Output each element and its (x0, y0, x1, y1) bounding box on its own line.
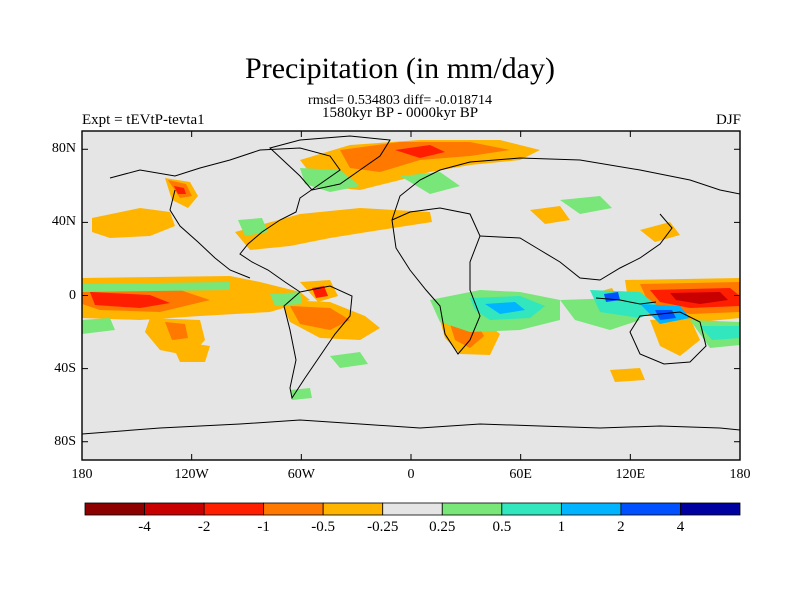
map-title: Precipitation (in mm/day) (245, 52, 555, 85)
colorbar-swatch (322, 502, 384, 516)
anomaly-region (400, 172, 460, 194)
colorbar-label: 0.25 (429, 519, 456, 535)
colorbar-swatch (501, 502, 562, 516)
anomaly-region (530, 206, 570, 224)
anomaly-region (165, 322, 188, 340)
rmsd-diff-stats: rmsd= 0.534803 diff= -0.018714 (308, 93, 492, 108)
colorbar-swatch (620, 502, 681, 516)
anomaly-region (235, 208, 432, 250)
colorbar-swatch (203, 502, 265, 516)
lon-tick-label: 120E (615, 467, 646, 482)
anomaly-region (90, 292, 170, 308)
colorbar-label: -1 (257, 519, 270, 535)
anomaly-region (640, 222, 680, 242)
colorbar-label: -0.25 (367, 519, 399, 535)
experiment-label: Expt = tEVtP-tevta1 (82, 112, 205, 128)
lat-tick-label: 40N (51, 214, 76, 230)
anomaly-region (330, 352, 368, 368)
colorbar-swatch (84, 502, 145, 516)
colorbar-label: 2 (617, 519, 625, 535)
anomaly-region (560, 196, 612, 214)
colorbar-swatch (680, 502, 741, 516)
anomaly-field (82, 140, 740, 400)
anomaly-region (700, 326, 740, 340)
anomaly-region (650, 318, 700, 356)
anomaly-region (610, 368, 645, 382)
lon-tick-label: 0 (407, 467, 415, 482)
colorbar-swatch (560, 502, 622, 516)
colorbar-label: 4 (676, 519, 685, 535)
colorbar-label: -4 (138, 519, 151, 535)
anomaly-region (82, 318, 115, 334)
anomaly-region (170, 340, 210, 362)
lat-tick-label: 80S (54, 433, 76, 449)
colorbar-label: -2 (197, 519, 211, 535)
colorbar-label: -0.5 (311, 519, 336, 535)
colorbar-swatch (441, 502, 503, 516)
lon-tick-label: 120W (174, 467, 209, 482)
anomaly-region (340, 142, 510, 172)
anomaly-region (82, 282, 230, 292)
lat-tick-label: 0 (69, 287, 76, 303)
anomaly-region (290, 388, 312, 400)
anomaly-region (92, 208, 175, 238)
lon-tick-label: 60W (287, 467, 315, 482)
axis-ticks (81, 131, 741, 460)
anomaly-region (174, 186, 186, 194)
anomaly-region (290, 306, 350, 330)
lon-tick-label: 60E (509, 467, 532, 482)
anomaly-region (238, 218, 268, 236)
anomaly-region (670, 292, 728, 304)
anomaly-region (485, 302, 525, 314)
colorbar-swatch (144, 502, 205, 516)
lon-tick-label: 180 (71, 467, 93, 482)
colorbar (84, 502, 741, 516)
lat-tick-label: 40S (54, 360, 76, 376)
anomaly-region (300, 168, 360, 192)
season-label: DJF (715, 112, 741, 128)
anomaly-region (270, 292, 302, 306)
colorbar-swatch (263, 502, 324, 516)
lat-tick-label: 80N (51, 141, 76, 157)
colorbar-swatch (382, 502, 443, 516)
lon-tick-label: 180 (729, 467, 751, 482)
time-period-label: 1580kyr BP - 0000kyr BP (321, 105, 479, 121)
anomaly-region (395, 145, 445, 158)
colorbar-label: 0.5 (492, 519, 512, 535)
colorbar-label: 1 (557, 519, 566, 535)
coastlines (82, 135, 740, 435)
